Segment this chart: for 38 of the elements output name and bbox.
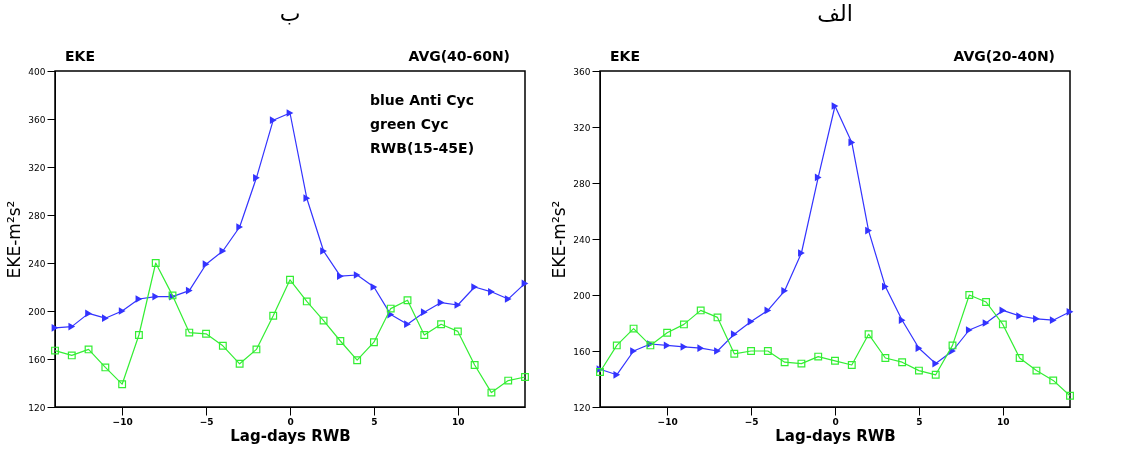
x-tick-label: 5 bbox=[371, 416, 378, 427]
y-tick-label: 200 bbox=[28, 306, 46, 317]
y-tick-label: 320 bbox=[573, 122, 591, 133]
text: EKE bbox=[610, 48, 640, 64]
y-axis-title: EKE-m²s² bbox=[4, 200, 25, 279]
y-tick-label: 240 bbox=[573, 234, 591, 245]
x-axis-title: Lag-days RWB bbox=[775, 426, 896, 445]
x-tick-label: 10 bbox=[997, 416, 1010, 427]
y-tick-label: 120 bbox=[573, 402, 591, 413]
y-axis-title: EKE-m²s² bbox=[549, 200, 570, 279]
y-tick-label: 120 bbox=[28, 402, 46, 413]
x-tick-label: −10 bbox=[657, 416, 678, 427]
x-tick-label: −5 bbox=[199, 416, 214, 427]
x-tick-label: 0 bbox=[832, 416, 839, 427]
y-tick-label: 160 bbox=[28, 354, 46, 365]
text: AVG(20-40N) bbox=[953, 48, 1055, 64]
annotation: green Cyc bbox=[370, 116, 449, 132]
x-tick-label: 10 bbox=[452, 416, 465, 427]
x-axis-title: Lag-days RWB bbox=[230, 426, 351, 445]
y-tick-label: 280 bbox=[573, 178, 591, 189]
x-tick-label: 0 bbox=[287, 416, 294, 427]
x-tick-label: 5 bbox=[916, 416, 923, 427]
x-tick-label: −5 bbox=[744, 416, 759, 427]
annotation: blue Anti Cyc bbox=[370, 92, 475, 108]
y-tick-label: 320 bbox=[28, 162, 46, 173]
chart-title: الف bbox=[817, 1, 853, 26]
x-tick-label: −10 bbox=[112, 416, 133, 427]
y-tick-label: 400 bbox=[28, 66, 46, 77]
y-tick-label: 280 bbox=[28, 210, 46, 221]
chart-title: ب bbox=[279, 1, 301, 26]
text: AVG(40-60N) bbox=[408, 48, 510, 64]
y-tick-label: 360 bbox=[28, 114, 46, 125]
y-tick-label: 160 bbox=[573, 346, 591, 357]
y-tick-label: 240 bbox=[28, 258, 46, 269]
y-tick-label: 200 bbox=[573, 290, 591, 301]
annotation: RWB(15-45E) bbox=[370, 140, 475, 156]
text: EKE bbox=[65, 48, 95, 64]
y-tick-label: 360 bbox=[573, 66, 591, 77]
